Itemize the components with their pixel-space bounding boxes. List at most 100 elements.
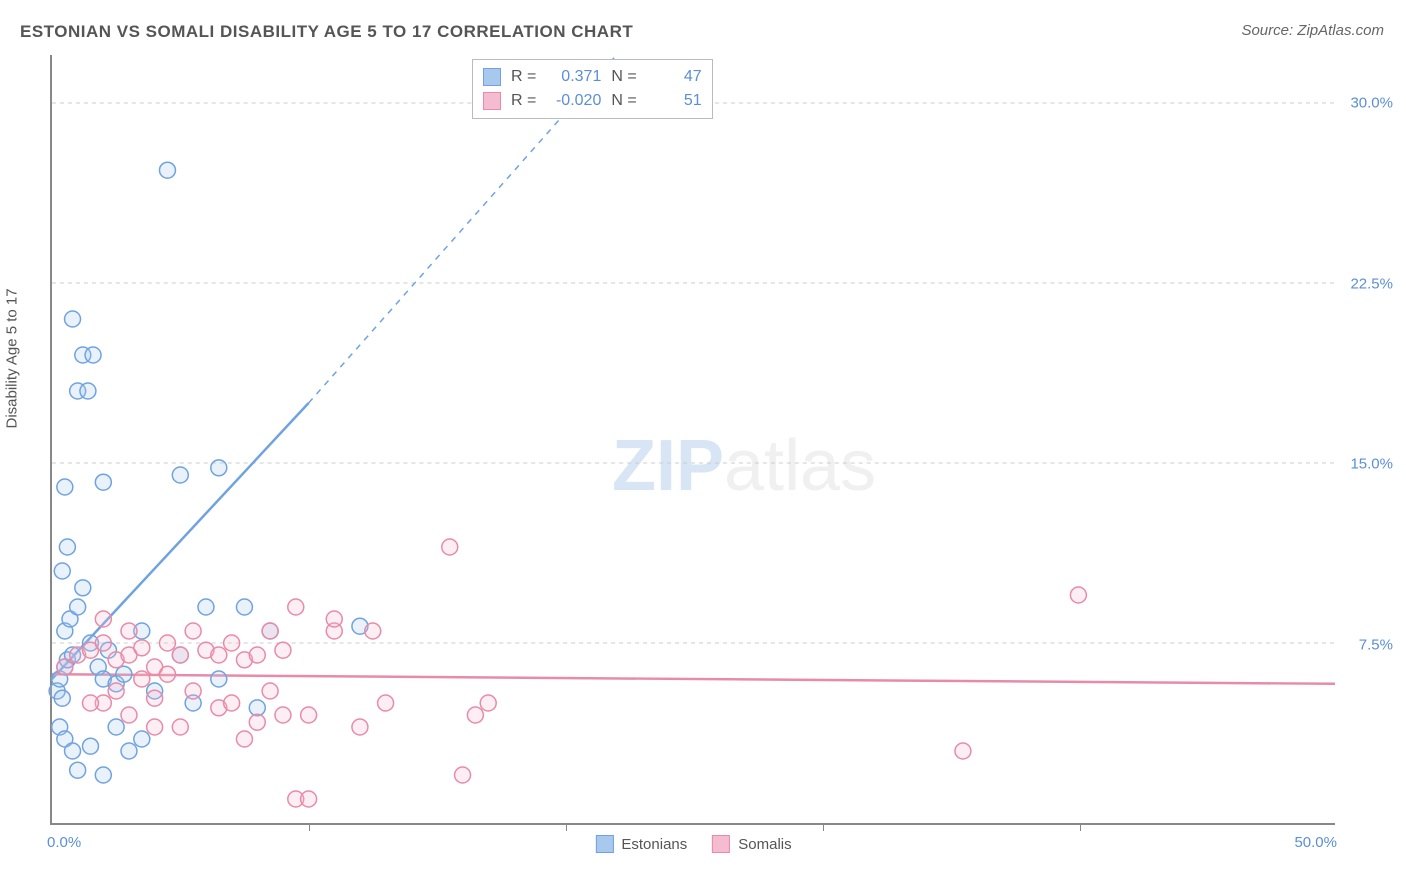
legend-label-estonians: Estonians bbox=[621, 836, 687, 853]
x-tick-mark bbox=[309, 823, 310, 831]
scatter-point bbox=[108, 683, 124, 699]
scatter-point bbox=[116, 666, 132, 682]
source-attribution: Source: ZipAtlas.com bbox=[1241, 22, 1384, 39]
y-tick-label: 30.0% bbox=[1350, 95, 1393, 112]
n-label-1: N = bbox=[611, 68, 636, 86]
scatter-point bbox=[249, 647, 265, 663]
scatter-point bbox=[70, 599, 86, 615]
legend-item-estonians: Estonians bbox=[595, 835, 687, 853]
scatter-point bbox=[83, 738, 99, 754]
scatter-point bbox=[70, 762, 86, 778]
y-tick-label: 7.5% bbox=[1359, 636, 1393, 653]
n-label-2: N = bbox=[611, 92, 636, 110]
legend-stats-row-1: R = 0.371 N = 47 bbox=[483, 65, 702, 89]
scatter-point bbox=[262, 623, 278, 639]
scatter-point bbox=[83, 695, 99, 711]
x-tick-mark bbox=[1080, 823, 1081, 831]
scatter-point bbox=[147, 690, 163, 706]
scatter-point bbox=[211, 671, 227, 687]
r-label-2: R = bbox=[511, 92, 536, 110]
scatter-point bbox=[236, 599, 252, 615]
legend-item-somalis: Somalis bbox=[712, 835, 791, 853]
r-value-1: 0.371 bbox=[546, 68, 601, 86]
scatter-point bbox=[172, 647, 188, 663]
scatter-point bbox=[121, 623, 137, 639]
scatter-point bbox=[54, 563, 70, 579]
scatter-point bbox=[275, 642, 291, 658]
scatter-point bbox=[1070, 587, 1086, 603]
scatter-point bbox=[134, 640, 150, 656]
scatter-points bbox=[49, 162, 1086, 807]
scatter-point bbox=[301, 707, 317, 723]
scatter-point bbox=[121, 707, 137, 723]
scatter-point bbox=[236, 731, 252, 747]
scatter-point bbox=[65, 311, 81, 327]
scatter-point bbox=[147, 719, 163, 735]
trend-lines bbox=[52, 55, 1335, 684]
scatter-point bbox=[57, 659, 73, 675]
scatter-point bbox=[224, 635, 240, 651]
swatch-estonians bbox=[483, 68, 501, 86]
scatter-point bbox=[185, 683, 201, 699]
scatter-point bbox=[75, 580, 91, 596]
scatter-point bbox=[159, 666, 175, 682]
scatter-point bbox=[955, 743, 971, 759]
scatter-point bbox=[95, 635, 111, 651]
scatter-point bbox=[224, 695, 240, 711]
x-min-label: 0.0% bbox=[47, 834, 81, 851]
scatter-point bbox=[134, 671, 150, 687]
x-max-label: 50.0% bbox=[1294, 834, 1337, 851]
scatter-point bbox=[95, 611, 111, 627]
x-tick-mark bbox=[823, 823, 824, 831]
scatter-point bbox=[467, 707, 483, 723]
r-label-1: R = bbox=[511, 68, 536, 86]
r-value-2: -0.020 bbox=[546, 92, 601, 110]
scatter-point bbox=[352, 719, 368, 735]
scatter-point bbox=[57, 479, 73, 495]
n-value-1: 47 bbox=[647, 68, 702, 86]
scatter-point bbox=[80, 383, 96, 399]
n-value-2: 51 bbox=[647, 92, 702, 110]
legend-stats-box: R = 0.371 N = 47 R = -0.020 N = 51 bbox=[472, 59, 713, 119]
scatter-point bbox=[480, 695, 496, 711]
swatch-estonians-bottom bbox=[595, 835, 613, 853]
scatter-point bbox=[365, 623, 381, 639]
swatch-somalis-bottom bbox=[712, 835, 730, 853]
scatter-point bbox=[378, 695, 394, 711]
y-tick-label: 15.0% bbox=[1350, 456, 1393, 473]
scatter-point bbox=[301, 791, 317, 807]
scatter-point bbox=[85, 347, 101, 363]
scatter-plot-svg bbox=[52, 55, 1335, 823]
scatter-point bbox=[134, 731, 150, 747]
y-tick-label: 22.5% bbox=[1350, 275, 1393, 292]
scatter-point bbox=[442, 539, 458, 555]
scatter-point bbox=[172, 467, 188, 483]
scatter-point bbox=[172, 719, 188, 735]
grid-lines bbox=[52, 103, 1335, 643]
scatter-point bbox=[95, 767, 111, 783]
scatter-point bbox=[59, 539, 75, 555]
scatter-point bbox=[159, 635, 175, 651]
scatter-point bbox=[326, 611, 342, 627]
scatter-point bbox=[185, 623, 201, 639]
scatter-point bbox=[65, 743, 81, 759]
legend-label-somalis: Somalis bbox=[738, 836, 791, 853]
scatter-point bbox=[455, 767, 471, 783]
plot-area: ZIPatlas 7.5%15.0%22.5%30.0% 0.0% 50.0% … bbox=[50, 55, 1335, 825]
scatter-point bbox=[95, 474, 111, 490]
scatter-point bbox=[211, 460, 227, 476]
scatter-point bbox=[108, 719, 124, 735]
scatter-point bbox=[262, 683, 278, 699]
scatter-point bbox=[249, 714, 265, 730]
scatter-point bbox=[121, 743, 137, 759]
scatter-point bbox=[54, 690, 70, 706]
chart-title: ESTONIAN VS SOMALI DISABILITY AGE 5 TO 1… bbox=[20, 22, 633, 42]
scatter-point bbox=[275, 707, 291, 723]
scatter-point bbox=[249, 700, 265, 716]
legend-stats-row-2: R = -0.020 N = 51 bbox=[483, 89, 702, 113]
x-tick-mark bbox=[566, 823, 567, 831]
legend-bottom: Estonians Somalis bbox=[595, 835, 791, 853]
scatter-point bbox=[159, 162, 175, 178]
scatter-point bbox=[211, 647, 227, 663]
swatch-somalis bbox=[483, 92, 501, 110]
